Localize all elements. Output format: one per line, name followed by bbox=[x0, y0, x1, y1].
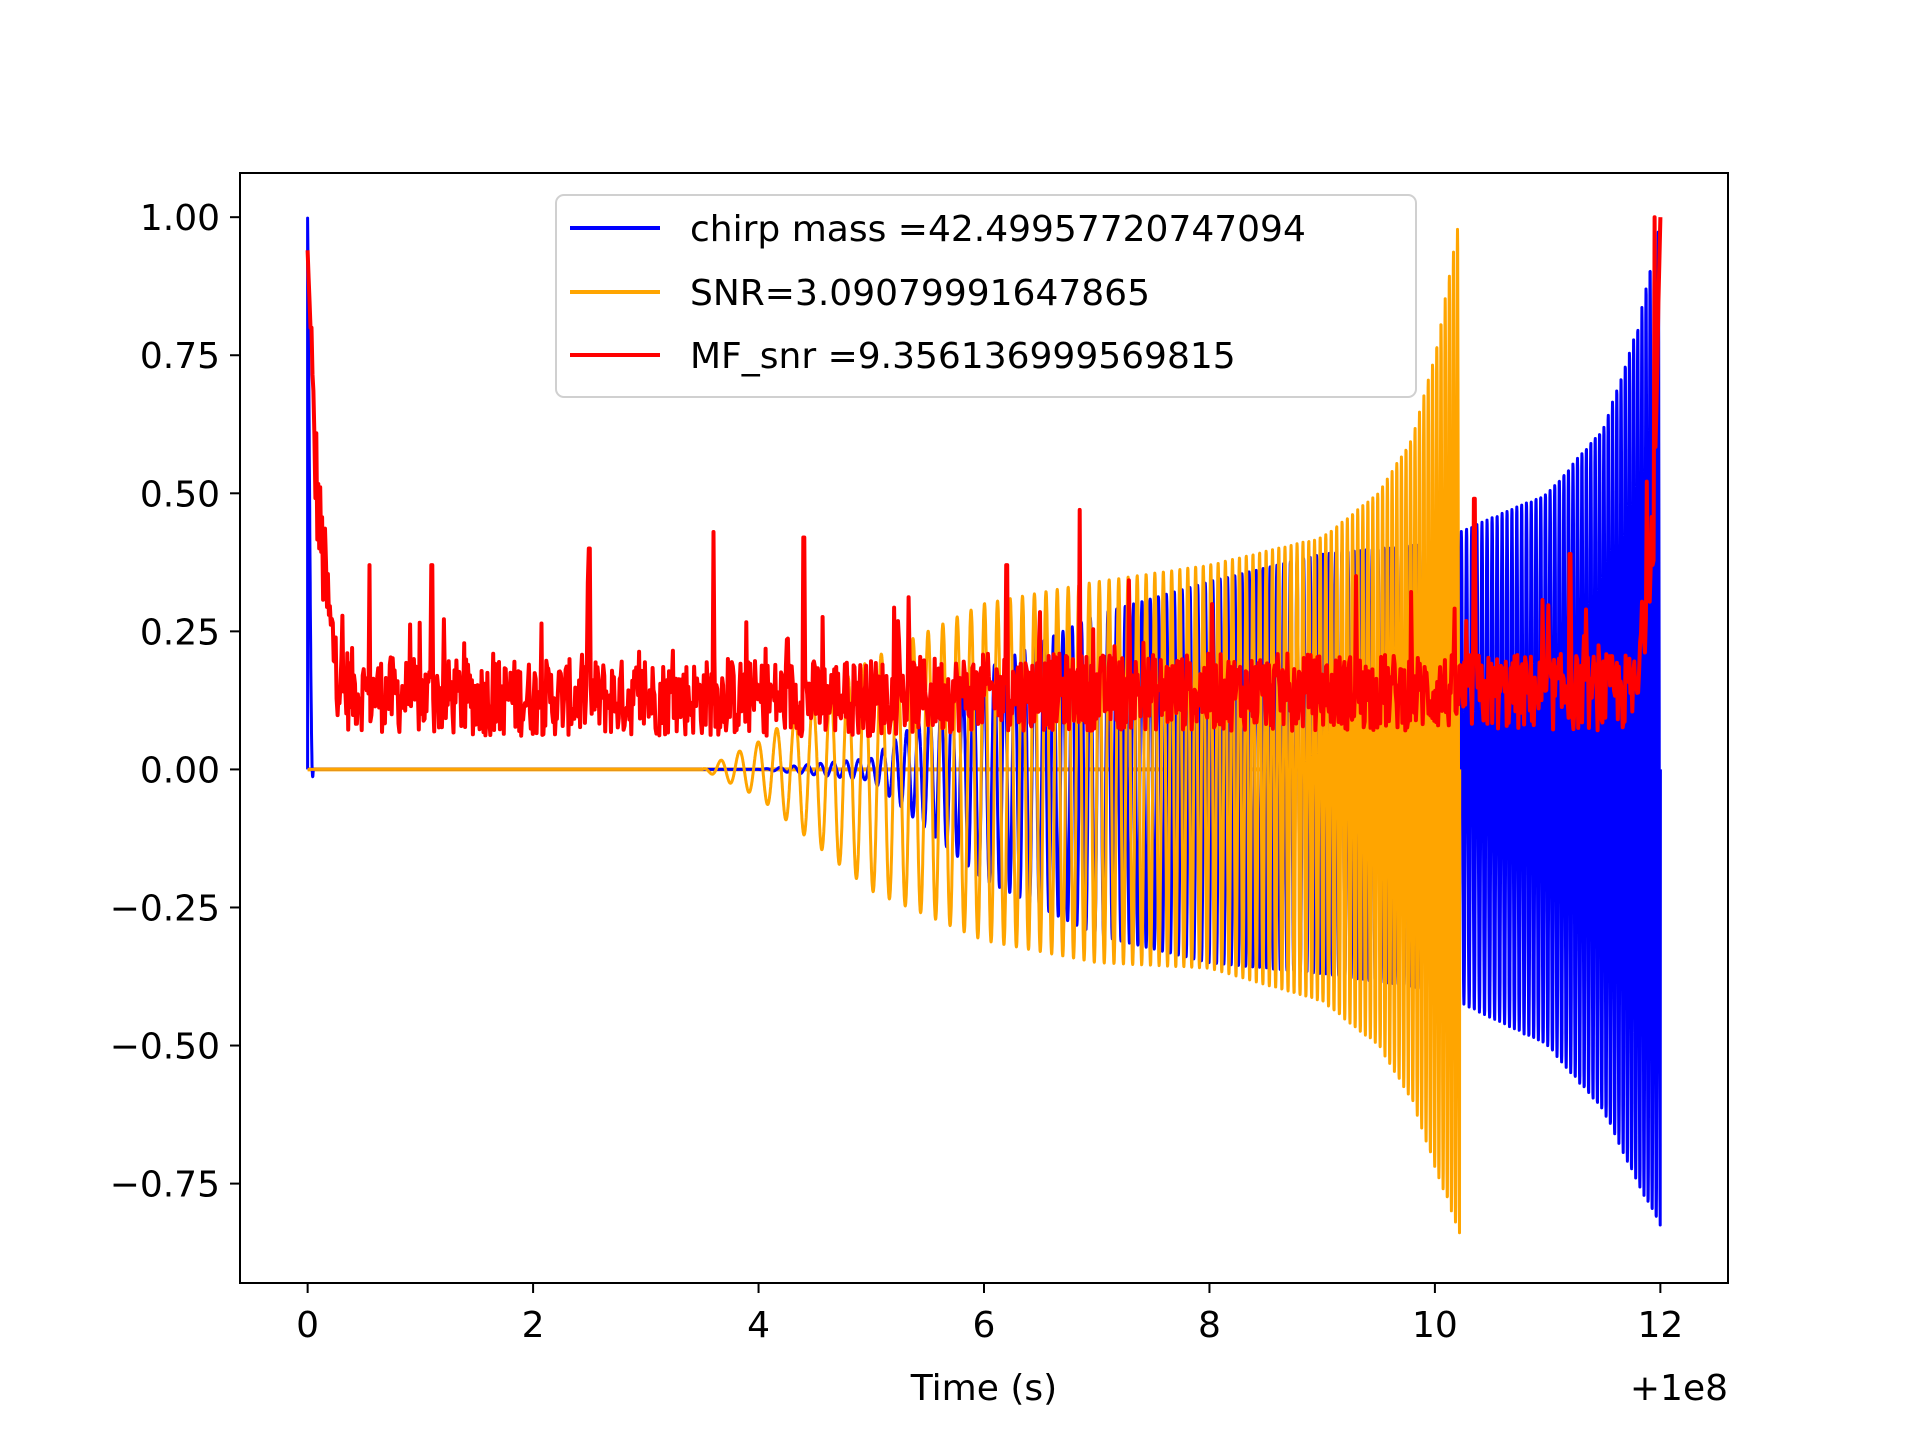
legend-box bbox=[555, 194, 1417, 398]
x-tick-label: 12 bbox=[1637, 1305, 1683, 1346]
x-tick-label: 10 bbox=[1412, 1305, 1458, 1346]
x-tick-label: 8 bbox=[1198, 1305, 1221, 1346]
y-tick-label: 0.00 bbox=[140, 750, 220, 791]
x-tick-label: 2 bbox=[522, 1305, 545, 1346]
x-tick-label: 4 bbox=[747, 1305, 770, 1346]
y-tick-label: −0.50 bbox=[110, 1027, 220, 1068]
y-tick-label: 1.00 bbox=[140, 198, 220, 239]
x-tick-label: 6 bbox=[973, 1305, 996, 1346]
y-tick-label: 0.75 bbox=[140, 336, 220, 377]
x-axis-ticks: 0 2 4 6 8 10 12 bbox=[296, 1283, 1683, 1346]
y-axis-ticks: 1.00 0.75 0.50 0.25 0.00 −0.25 −0.50 −0.75 bbox=[110, 198, 240, 1206]
x-tick-label: 0 bbox=[296, 1305, 319, 1346]
legend-entry-mf-snr: MF_snr =9.356136999569815 bbox=[690, 336, 1236, 377]
y-tick-label: 0.50 bbox=[140, 474, 220, 515]
legend: chirp mass =42.49957720747094 SNR=3.0907… bbox=[555, 194, 1417, 398]
y-tick-label: −0.25 bbox=[110, 888, 220, 929]
y-tick-label: 0.25 bbox=[140, 612, 220, 653]
legend-entry-snr: SNR=3.09079991647865 bbox=[690, 273, 1150, 314]
series-mf-snr-line bbox=[305, 215, 1663, 739]
legend-entry-chirp-mass: chirp mass =42.49957720747094 bbox=[690, 209, 1306, 250]
series-layer bbox=[305, 215, 1663, 1235]
x-axis-offset-label: +1e8 bbox=[1630, 1368, 1728, 1409]
x-axis-label: Time (s) bbox=[910, 1368, 1057, 1409]
y-tick-label: −0.75 bbox=[110, 1165, 220, 1206]
